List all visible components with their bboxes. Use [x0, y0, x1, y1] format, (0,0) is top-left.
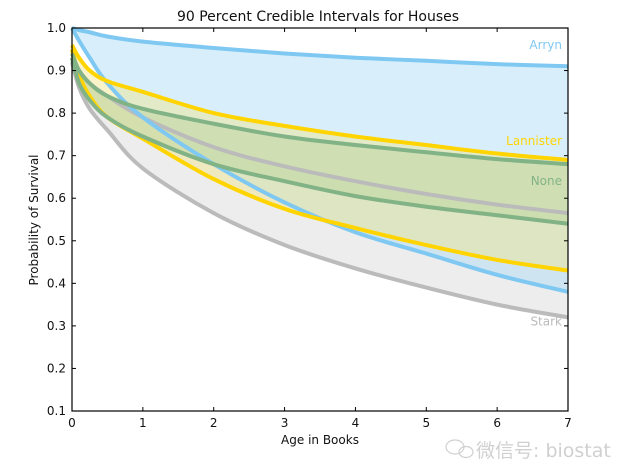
y-tick-label: 1.0 — [47, 21, 66, 35]
none-lower-line — [70, 57, 569, 226]
stark-label: Stark — [530, 315, 562, 329]
arryn-label: Arryn — [529, 38, 562, 52]
lannister-interval-band — [72, 45, 568, 271]
y-tick-label: 0.2 — [47, 361, 66, 375]
x-tick-label: 0 — [68, 416, 76, 430]
y-tick-label: 0.4 — [47, 276, 66, 290]
watermark: 微信号: biostat — [445, 439, 611, 462]
lannister-upper-line — [70, 44, 569, 162]
lannister-label: Lannister — [506, 134, 562, 148]
none-label: None — [531, 174, 562, 188]
y-tick-label: 0.6 — [47, 191, 66, 205]
x-tick-label: 4 — [352, 416, 360, 430]
arryn-upper-line — [71, 26, 569, 69]
arryn-interval-band — [72, 28, 568, 292]
x-tick-label: 1 — [139, 416, 147, 430]
y-tick-label: 0.8 — [47, 106, 66, 120]
y-tick-label: 0.3 — [47, 319, 66, 333]
none-upper-line — [70, 52, 569, 167]
x-tick-label: 3 — [281, 416, 289, 430]
x-tick-label: 2 — [210, 416, 218, 430]
none-interval-band — [72, 53, 568, 224]
stark-lower-line — [70, 61, 569, 320]
chart-title: 90 Percent Credible Intervals for Houses — [177, 9, 459, 25]
plot-frame — [71, 27, 569, 412]
x-axis-label: Age in Books — [281, 433, 359, 447]
y-tick-label: 0.5 — [47, 234, 66, 248]
x-tick-label: 5 — [422, 416, 430, 430]
wechat-icon — [445, 439, 474, 459]
y-tick-label: 0.9 — [47, 64, 66, 78]
lannister-lower-line — [70, 48, 569, 273]
x-tick-label: 6 — [493, 416, 501, 430]
y-tick-label: 0.7 — [47, 149, 66, 163]
y-axis-label: Probability of Survival — [27, 154, 41, 285]
watermark-text: 微信号: biostat — [476, 440, 611, 462]
x-tick-label: 7 — [564, 416, 572, 430]
y-tick-label: 0.1 — [47, 404, 66, 418]
